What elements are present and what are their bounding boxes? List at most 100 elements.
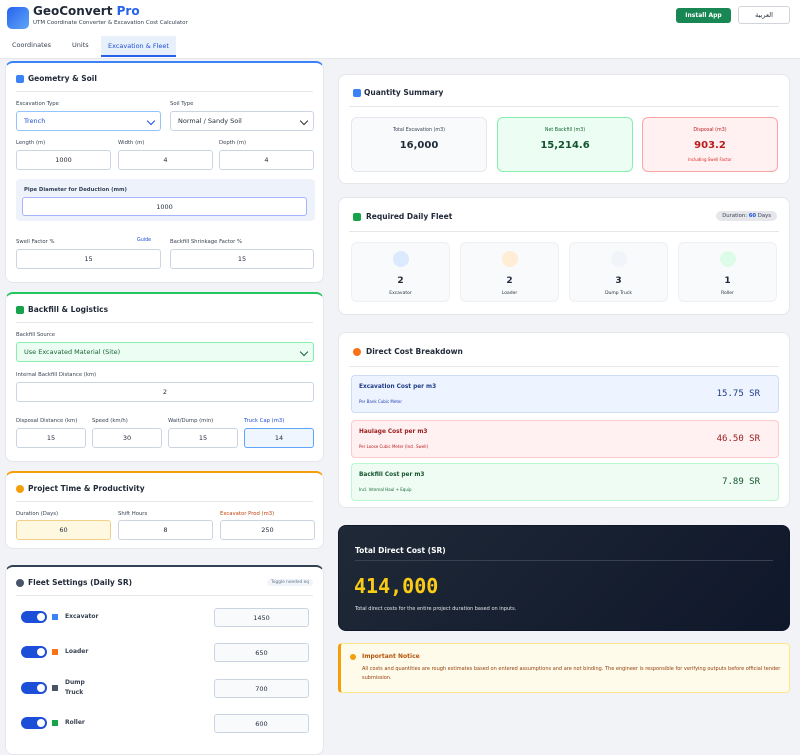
equipment-name: Excavator <box>65 613 99 620</box>
input[interactable]: 1000 <box>22 197 307 216</box>
cost-card: Direct Cost Breakdown Excavation Cost pe… <box>338 332 790 508</box>
equipment-name: Dump Truck <box>65 679 85 696</box>
icon <box>353 213 361 221</box>
label: Length (m) <box>16 140 46 146</box>
input[interactable]: 15 <box>16 249 161 269</box>
input[interactable]: 700 <box>214 679 309 698</box>
icon <box>16 485 24 493</box>
input[interactable]: 30 <box>92 428 162 448</box>
tab[interactable]: Coordinates <box>12 41 52 49</box>
install-button[interactable]: Install App <box>676 8 731 23</box>
input[interactable]: 4 <box>219 150 314 170</box>
toggle[interactable] <box>21 611 47 623</box>
input[interactable]: 250 <box>220 520 315 540</box>
cost-row: Backfill Cost per m3 Incl. Internal Haul… <box>351 463 779 501</box>
language-button[interactable]: العربية <box>738 6 790 24</box>
input[interactable]: 2 <box>16 382 314 402</box>
summary-label: Disposal (m3) <box>693 128 727 133</box>
select-value: Trench <box>24 117 46 125</box>
subtitle: UTM Coordinate Converter & Excavation Co… <box>33 20 188 26</box>
input[interactable]: 15 <box>170 249 314 269</box>
toggle-hint: Toggle needed eq <box>266 579 313 586</box>
divider <box>16 91 313 92</box>
label: Duration (Days) <box>16 511 59 517</box>
summary-card: Net Backfill (m3) 15,214.6 <box>497 117 633 172</box>
card-title: Quantity Summary <box>364 88 444 97</box>
fleet-count: 3 <box>615 276 622 286</box>
input[interactable]: 60 <box>16 520 111 540</box>
icon <box>52 649 58 655</box>
total-note: Total direct costs for the entire projec… <box>355 606 517 612</box>
label: Soil Type <box>170 101 194 107</box>
select[interactable]: Normal / Sandy Soil <box>170 111 314 131</box>
divider <box>16 322 313 323</box>
toggle[interactable] <box>21 717 47 729</box>
divider <box>349 231 779 232</box>
summary-value: 15,214.6 <box>540 140 590 151</box>
duration-value: 60 <box>748 213 757 219</box>
input[interactable]: 14 <box>244 428 314 448</box>
toggle[interactable] <box>21 682 47 694</box>
select[interactable]: Trench <box>16 111 161 131</box>
divider <box>349 366 779 367</box>
cost-note: Per Loose Cubic Meter (Incl. Swell) <box>359 444 429 449</box>
input[interactable]: 8 <box>118 520 213 540</box>
icon <box>353 89 361 97</box>
geometry-card: Geometry & Soil Excavation Type Trench S… <box>5 61 324 283</box>
fleet-item: 2 Loader <box>460 242 559 302</box>
cost-value: 7.89 SR <box>722 477 760 487</box>
label: Depth (m) <box>219 140 247 146</box>
notice-title: Important Notice <box>362 653 420 660</box>
input[interactable]: 1450 <box>214 608 309 627</box>
label: Disposal Distance (km) <box>16 418 78 424</box>
notice-text: All costs and quantities are rough estim… <box>362 666 781 681</box>
summary-note: Including Swell Factor <box>688 157 732 162</box>
label: Wait/Dump (min) <box>168 418 214 424</box>
summary-card: Total Excavation (m3) 16,000 <box>351 117 487 172</box>
toggle[interactable] <box>21 646 47 658</box>
input[interactable]: 600 <box>214 714 309 733</box>
input[interactable]: 4 <box>118 150 213 170</box>
label: Backfill Source <box>16 332 56 338</box>
icon <box>720 251 736 267</box>
label: Excavator Prod (m3) <box>220 511 275 517</box>
divider <box>349 106 779 107</box>
icon <box>16 75 24 83</box>
icon <box>393 251 409 267</box>
card-title: Geometry & Soil <box>28 74 97 83</box>
fleet-item: 1 Roller <box>678 242 777 302</box>
label: Speed (km/h) <box>92 418 128 424</box>
summary-value: 903.2 <box>694 140 726 151</box>
fleet-count: 2 <box>397 276 404 286</box>
total-title: Total Direct Cost (SR) <box>355 546 446 555</box>
guide-link[interactable]: Guide <box>137 238 152 243</box>
fleet-name: Dump Truck <box>605 291 632 296</box>
select[interactable]: Use Excavated Material (Site) <box>16 342 314 362</box>
equipment-name: Loader <box>65 648 89 655</box>
card-title: Required Daily Fleet <box>366 212 453 221</box>
icon <box>16 306 24 314</box>
cost-note: Incl. Internal Haul + Equip <box>359 487 412 492</box>
label: Internal Backfill Distance (km) <box>16 372 97 378</box>
cost-row: Excavation Cost per m3 Per Bank Cubic Me… <box>351 375 779 413</box>
input[interactable]: 650 <box>214 643 309 662</box>
title: GeoConvert <box>33 4 113 18</box>
quantity-card: Quantity Summary Total Excavation (m3) 1… <box>338 74 790 184</box>
tab[interactable]: Units <box>72 41 89 49</box>
icon <box>350 654 356 660</box>
total-card: Total Direct Cost (SR) 414,000 Total dir… <box>338 525 790 631</box>
summary-value: 16,000 <box>399 140 439 151</box>
fleet-count: 2 <box>506 276 513 286</box>
input[interactable]: 15 <box>168 428 238 448</box>
input[interactable]: 15 <box>16 428 86 448</box>
fleet-name: Roller <box>721 291 734 296</box>
input[interactable]: 1000 <box>16 150 111 170</box>
fleet-settings-card: Fleet Settings (Daily SR) Toggle needed … <box>5 565 324 755</box>
label: Swell Factor % <box>16 239 55 245</box>
tab-active[interactable]: Excavation & Fleet <box>101 36 176 57</box>
fleet-name: Excavator <box>389 291 412 296</box>
daily-fleet-card: Required Daily Fleet Duration: 60 Days 2… <box>338 197 790 315</box>
cost-value: 46.50 SR <box>716 434 760 444</box>
cost-row: Haulage Cost per m3 Per Loose Cubic Mete… <box>351 420 779 458</box>
